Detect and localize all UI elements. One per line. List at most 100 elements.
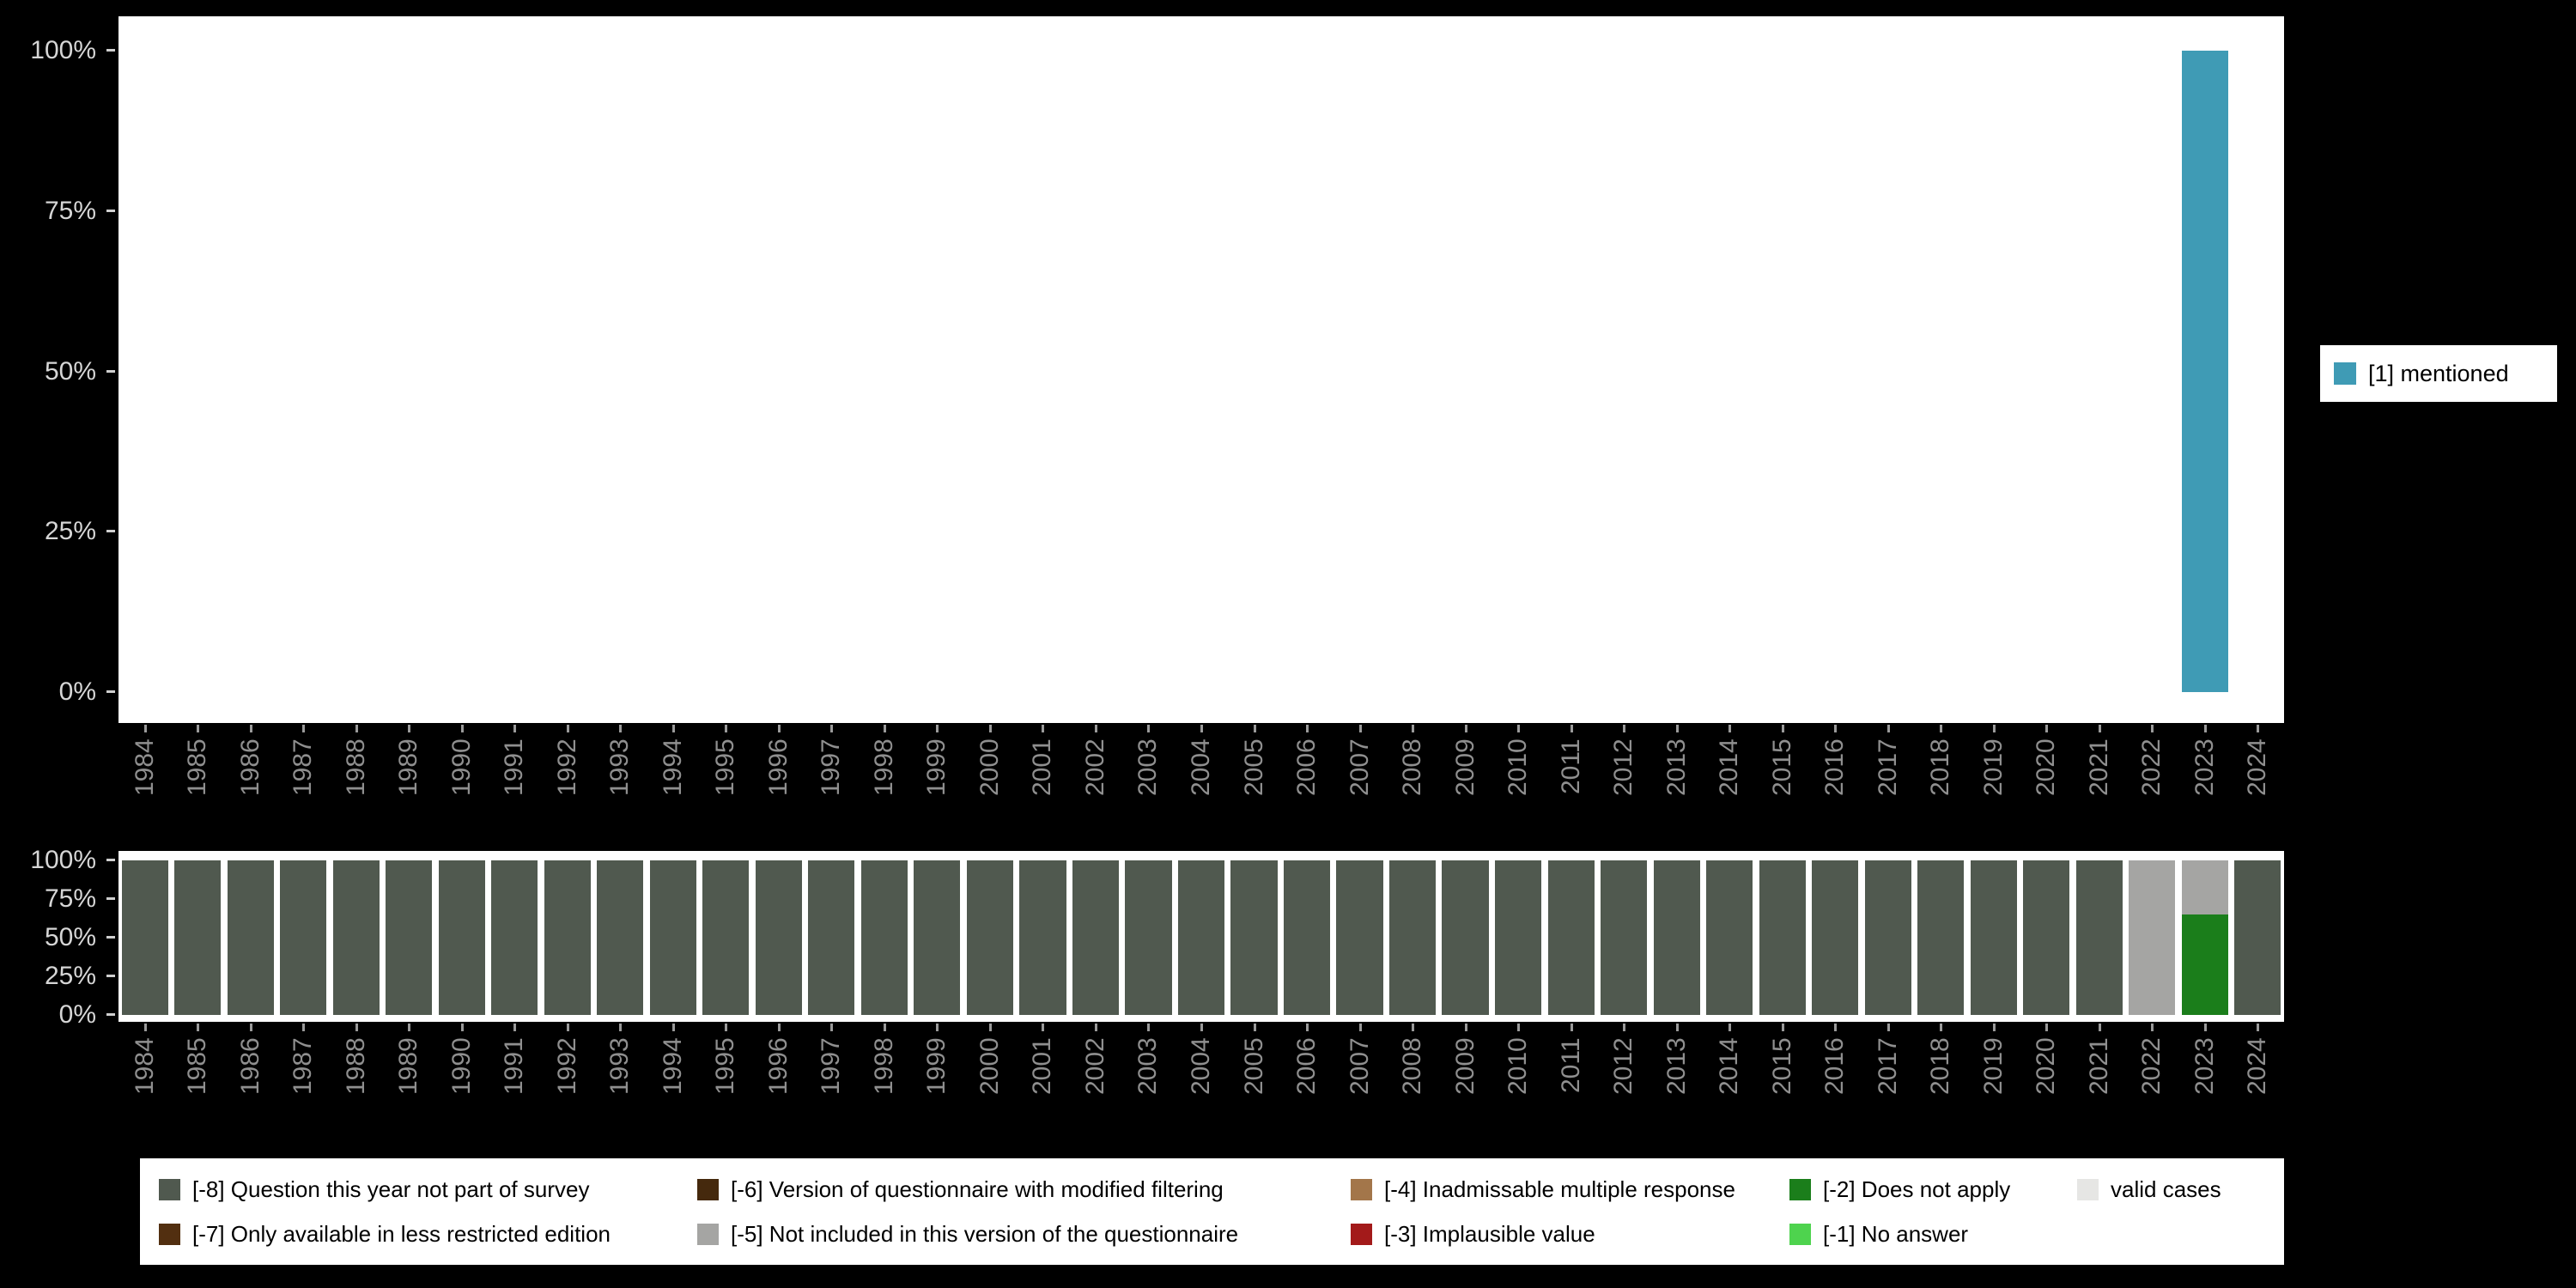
bar-slot-2024 (2231, 860, 2284, 1015)
bar-segment (1283, 860, 1331, 1015)
x-axis-tick-mark (619, 1024, 623, 1031)
x-axis-year-label: 1996 (763, 1037, 793, 1095)
bar-slot-2014 (1703, 860, 1756, 1015)
bar-slot-1988 (330, 860, 383, 1015)
x-axis-tick-mark (249, 725, 252, 732)
bar-slot-1992 (541, 860, 594, 1015)
x-axis-year-label: 2006 (1292, 1037, 1321, 1095)
x-axis-year-label: 2007 (1345, 1037, 1374, 1095)
x-axis-year-label: 2013 (1662, 738, 1691, 796)
bar-segment (1125, 860, 1172, 1015)
bar-segment (121, 860, 168, 1015)
x-axis-year-label: 2014 (1715, 738, 1744, 796)
bar-slot-1997 (805, 860, 859, 1015)
x-axis-tick-mark (1834, 1024, 1838, 1031)
legend-color-swatch (697, 1178, 719, 1200)
legend-item: [-4] Inadmissable multiple response (1351, 1176, 1789, 1203)
x-axis-tick-mark (2098, 725, 2101, 732)
x-axis-tick-mark (197, 725, 200, 732)
bar-slot-2009 (1439, 51, 1492, 692)
x-axis-tick-mark (725, 1024, 728, 1031)
x-axis-year-label: 2012 (1609, 1037, 1638, 1095)
bar-slot-2003 (1122, 860, 1176, 1015)
x-axis-tick-mark (1042, 725, 1045, 732)
bar-slot-2023 (2178, 51, 2232, 692)
legend-item-label: [-8] Question this year not part of surv… (192, 1176, 590, 1202)
x-axis-year-label: 2007 (1345, 738, 1374, 796)
bar-slot-2022 (2125, 860, 2178, 1015)
bar-slot-2001 (1017, 51, 1070, 692)
legend-item: [-6] Version of questionnaire with modif… (697, 1176, 1351, 1203)
x-axis-tick-mark (1094, 1024, 1097, 1031)
legend-item: valid cases (2077, 1176, 2275, 1203)
legend-item: [-8] Question this year not part of surv… (159, 1176, 697, 1203)
bar-slot-1995 (700, 860, 753, 1015)
x-axis-year-label: 1994 (658, 738, 687, 796)
x-axis-year-label: 1988 (341, 738, 370, 796)
legend-item: [-7] Only available in less restricted e… (159, 1221, 697, 1248)
x-axis-tick-mark (883, 1024, 886, 1031)
x-axis-tick-mark (1886, 725, 1890, 732)
x-axis-tick-mark (1042, 1024, 1045, 1031)
x-axis-year-label: 1999 (922, 1037, 951, 1095)
bar-slot-2013 (1650, 860, 1704, 1015)
bar-slot-1999 (911, 51, 964, 692)
x-axis-tick-mark (1728, 1024, 1732, 1031)
x-axis-tick-mark (513, 725, 517, 732)
x-axis-tick-mark (1517, 1024, 1521, 1031)
x-axis-year-label: 2009 (1450, 1037, 1479, 1095)
x-axis-year-label: 2009 (1450, 738, 1479, 796)
bar-segment (1759, 860, 1806, 1015)
y-axis-label: 25% (44, 962, 96, 990)
x-axis-tick-mark (1623, 1024, 1626, 1031)
x-axis-year-label: 2002 (1080, 1037, 1109, 1095)
x-axis-year-label: 2017 (1873, 1037, 1902, 1095)
x-axis-tick-mark (671, 1024, 675, 1031)
x-axis-tick-mark (513, 1024, 517, 1031)
x-axis-year-label: 1984 (130, 1037, 159, 1095)
x-axis-year-label: 2003 (1133, 738, 1163, 796)
bar-slot-2021 (2073, 51, 2126, 692)
bar-slot-2019 (1967, 51, 2020, 692)
y-axis-tick-mark (106, 936, 115, 939)
bar-segment (491, 860, 538, 1015)
y-axis-tick-mark (106, 530, 115, 533)
x-axis-year-label: 2002 (1080, 738, 1109, 796)
mentioned-legend-swatch (2334, 362, 2356, 385)
x-axis-year-label: 1990 (447, 1037, 476, 1095)
bar-slot-2012 (1597, 860, 1650, 1015)
bar-slot-2023 (2178, 860, 2232, 1015)
x-axis-year-label: 1989 (394, 738, 423, 796)
x-axis-year-label: 2010 (1504, 738, 1533, 796)
legend-item-label: [-2] Does not apply (1823, 1176, 2011, 1202)
x-axis-year-label: 2012 (1609, 738, 1638, 796)
bar-slot-2009 (1439, 860, 1492, 1015)
x-axis-year-label: 2000 (975, 1037, 1004, 1095)
legend-item-label: [-1] No answer (1823, 1220, 1969, 1247)
legend-color-swatch (159, 1178, 180, 1200)
x-axis-year-label: 1991 (500, 738, 529, 796)
bar-segment (702, 860, 750, 1015)
x-axis-tick-mark (1675, 1024, 1679, 1031)
x-axis-year-label: 1995 (711, 1037, 740, 1095)
bar-segment (2234, 860, 2281, 1015)
bar-slot-1994 (647, 860, 700, 1015)
legend-item-label: [-5] Not included in this version of the… (731, 1220, 1239, 1247)
bar-segment (227, 860, 274, 1015)
x-axis-tick-mark (1358, 1024, 1362, 1031)
bar-slot-2015 (1756, 51, 1809, 692)
x-axis-tick-mark (1200, 1024, 1203, 1031)
x-axis-year-label: 1994 (658, 1037, 687, 1095)
x-axis-tick-mark (1306, 725, 1309, 732)
x-axis-tick-mark (302, 725, 306, 732)
bar-segment (1970, 860, 2017, 1015)
x-axis-tick-mark (2098, 1024, 2101, 1031)
bar-slot-2006 (1280, 51, 1334, 692)
legend-item-label: valid cases (2111, 1176, 2221, 1202)
y-axis-label: 50% (44, 356, 96, 386)
top-chart-legend: [1] mentioned (2320, 345, 2557, 402)
bar-slot-1989 (383, 51, 436, 692)
x-axis-year-label: 2001 (1028, 738, 1057, 796)
bar-segment (2075, 860, 2123, 1015)
missing-values-legend-grid: [-8] Question this year not part of surv… (140, 1158, 2284, 1265)
